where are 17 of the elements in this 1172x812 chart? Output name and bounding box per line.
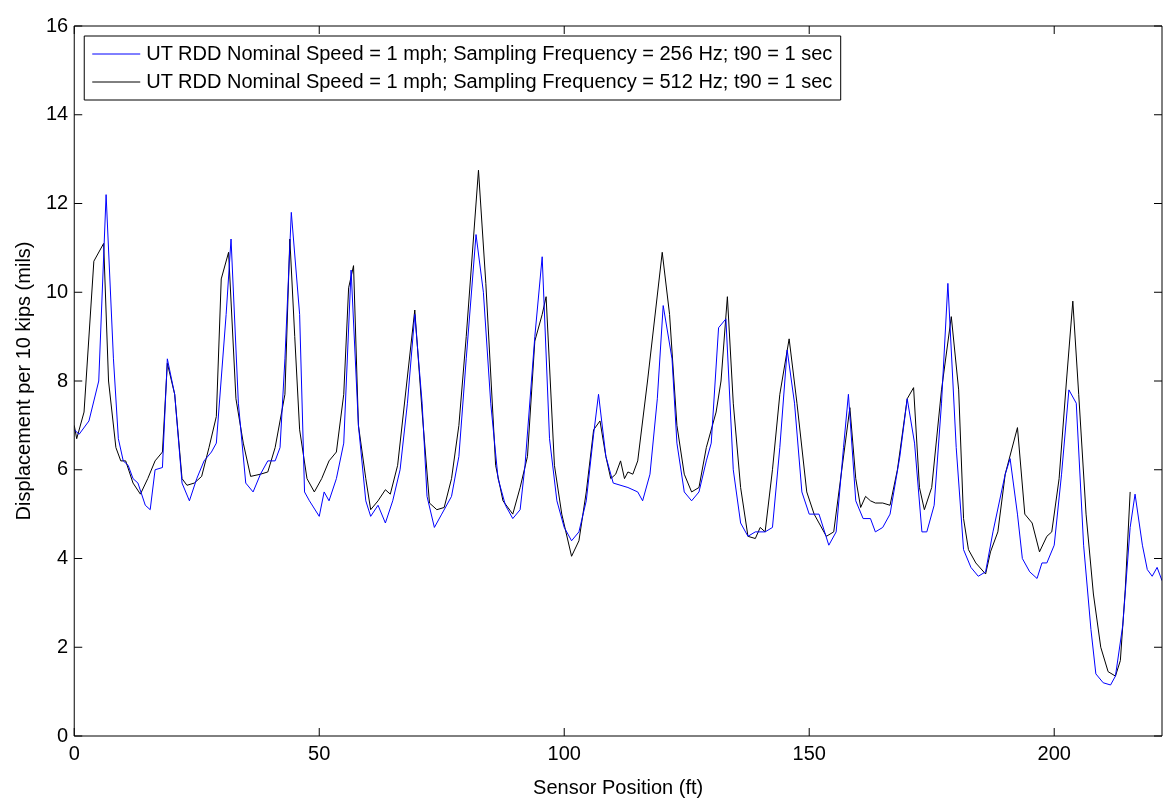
x-tick-label: 50 — [308, 741, 331, 764]
x-tick-label: 150 — [792, 741, 826, 764]
x-tick-label: 200 — [1037, 741, 1071, 764]
y-tick-label: 2 — [57, 634, 69, 657]
x-tick-label: 100 — [547, 741, 581, 764]
legend-label: UT RDD Nominal Speed = 1 mph; Sampling Frequency = 512 Hz; t90 = 1 sec — [146, 69, 833, 92]
y-tick-label: 8 — [57, 368, 69, 391]
y-axis-title: Displacement per 10 kips (mils) — [11, 241, 34, 521]
legend-label: UT RDD Nominal Speed = 1 mph; Sampling Frequency = 256 Hz; t90 = 1 sec — [146, 41, 833, 64]
y-tick-label: 10 — [46, 279, 69, 302]
y-tick-label: 6 — [57, 457, 69, 480]
y-tick-label: 14 — [46, 102, 69, 125]
y-tick-label: 12 — [46, 191, 69, 214]
x-axis-title: Sensor Position (ft) — [533, 775, 704, 798]
y-tick-label: 4 — [57, 546, 69, 569]
y-tick-label: 0 — [57, 723, 69, 746]
y-tick-label: 16 — [46, 13, 69, 36]
